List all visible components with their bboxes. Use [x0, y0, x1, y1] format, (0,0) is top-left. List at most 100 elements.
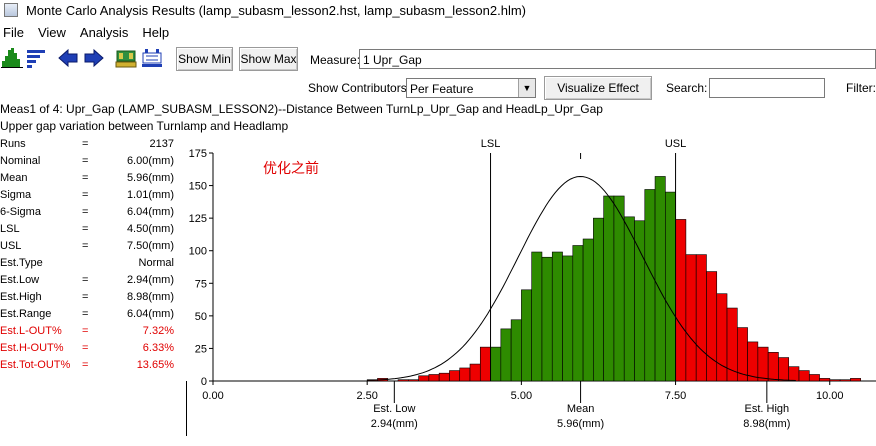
- histogram-bar: [397, 379, 409, 382]
- x-tick-label: 7.50: [665, 390, 686, 402]
- measure-label: Measure:: [310, 53, 361, 67]
- histogram-icon[interactable]: [0, 46, 24, 70]
- stat-row: Sigma = 1.01(mm): [0, 187, 178, 204]
- histogram-bar: [428, 374, 440, 382]
- y-tick-label: 75: [195, 278, 207, 290]
- histogram-bar: [665, 191, 676, 382]
- stat-value: Normal: [138, 257, 174, 269]
- stat-row: Est.Tot-OUT% = 13.65%: [0, 357, 178, 374]
- y-tick-label: 150: [189, 181, 207, 193]
- stat-row: Runs = 2137: [0, 136, 178, 153]
- stat-equals: =: [82, 223, 89, 235]
- stat-equals: =: [82, 291, 89, 303]
- histogram-bar: [449, 370, 461, 382]
- histogram-bar: [438, 372, 450, 382]
- app-icon: [4, 3, 18, 17]
- menu-analysis[interactable]: Analysis: [79, 24, 129, 40]
- histogram-bar: [819, 378, 831, 382]
- histogram-bar: [500, 328, 512, 382]
- y-tick-label: 100: [189, 246, 207, 258]
- measure-input[interactable]: 1 Upr_Gap: [359, 49, 876, 69]
- measure-subtitle: Upper gap variation between Turnlamp and…: [0, 119, 289, 133]
- stat-equals: =: [82, 155, 89, 167]
- search-input[interactable]: [709, 78, 825, 98]
- stat-equals: =: [82, 172, 89, 184]
- next-arrow-icon[interactable]: [82, 46, 106, 70]
- histogram-bar: [808, 374, 820, 382]
- stat-value: 6.33%: [142, 342, 174, 354]
- histogram-bar: [623, 216, 635, 382]
- show-min-button[interactable]: Show Min: [176, 47, 233, 71]
- histogram-bar: [839, 379, 851, 382]
- histogram-bar: [644, 189, 656, 382]
- stat-value: 5.96(mm): [126, 172, 174, 184]
- stat-value: 13.65%: [136, 359, 174, 371]
- show-max-button[interactable]: Show Max: [239, 47, 298, 71]
- assembly-settings-icon[interactable]: [140, 46, 164, 70]
- menu-file[interactable]: File: [3, 24, 24, 40]
- stat-row: Est.Low = 2.94(mm): [0, 272, 178, 289]
- histogram-bar: [654, 176, 666, 382]
- histogram-bar: [685, 254, 697, 382]
- histogram-bar: [747, 341, 759, 382]
- stat-row: Est.Range = 6.04(mm): [0, 306, 178, 323]
- y-tick-label: 125: [189, 213, 207, 225]
- measure-description: Meas1 of 4: Upr_Gap (LAMP_SUBASM_LESSON2…: [0, 102, 603, 116]
- assembly-icon[interactable]: [114, 46, 138, 70]
- previous-arrow-icon[interactable]: [56, 46, 80, 70]
- x-tick-label: 2.50: [356, 390, 377, 402]
- histogram-bar: [778, 357, 790, 382]
- stat-name: Est.H-OUT%: [0, 342, 64, 354]
- y-tick-label: 50: [195, 311, 207, 323]
- stat-value: 6.04(mm): [126, 308, 174, 320]
- histogram-bar: [706, 271, 718, 382]
- histogram-bar: [521, 289, 532, 382]
- chevron-down-icon[interactable]: ▼: [518, 79, 535, 97]
- menu-help[interactable]: Help: [142, 24, 170, 40]
- stat-row: Est.Type Normal: [0, 255, 178, 272]
- histogram-bar: [408, 379, 419, 382]
- stat-row: LSL = 4.50(mm): [0, 221, 178, 238]
- stat-name: Est.Low: [0, 274, 40, 286]
- stat-name: Est.Tot-OUT%: [0, 359, 71, 371]
- histogram-bar: [603, 195, 615, 382]
- histogram-bar: [788, 366, 800, 382]
- stat-name: Nominal: [0, 155, 41, 167]
- filter-label: Filter:: [846, 81, 876, 95]
- histogram-chart: 0 25 50 75 100 125 150 175 LSL USL 0.00 2.50 5.00 7.5…: [186, 138, 876, 436]
- stat-name: LSL: [0, 223, 20, 235]
- normal-curve: [367, 175, 796, 381]
- histogram-bar: [593, 217, 604, 382]
- stat-value: 2137: [149, 138, 174, 150]
- window-title: Monte Carlo Analysis Results (lamp_subas…: [26, 2, 527, 18]
- sort-icon[interactable]: [24, 46, 48, 70]
- x-tick-label: 5.00: [511, 390, 532, 402]
- histogram-bar: [695, 254, 707, 382]
- contributors-select-value: Per Feature: [410, 82, 474, 96]
- marker-name: Est. Low: [373, 403, 415, 415]
- marker-name: Mean: [567, 403, 595, 415]
- marker-value: 2.94(mm): [371, 418, 418, 430]
- stat-equals: =: [82, 189, 89, 201]
- toolbar: Show Min Show Max Measure: 1 Upr_Gap: [0, 44, 876, 74]
- contributors-select[interactable]: Per Feature ▼: [406, 78, 536, 98]
- menu-bar: File View Analysis Help: [0, 22, 876, 42]
- stat-row: Est.L-OUT% = 7.32%: [0, 323, 178, 340]
- stat-name: Est.L-OUT%: [0, 325, 62, 337]
- visualize-effect-button[interactable]: Visualize Effect: [544, 76, 652, 100]
- stat-row: 6-Sigma = 6.04(mm): [0, 204, 178, 221]
- stat-value: 7.32%: [142, 325, 174, 337]
- stat-equals: =: [82, 325, 89, 337]
- histogram-bar: [716, 293, 728, 382]
- stat-value: 1.01(mm): [126, 189, 174, 201]
- histogram-bar: [551, 251, 563, 382]
- histogram-bar: [510, 319, 522, 382]
- show-contributors-label: Show Contributors:: [308, 81, 411, 95]
- histogram-bar: [469, 363, 481, 382]
- y-tick-label: 175: [189, 148, 207, 160]
- histogram-bar: [757, 346, 769, 382]
- stat-equals: =: [82, 308, 89, 320]
- stat-equals: =: [82, 240, 89, 252]
- stat-value: 7.50(mm): [126, 240, 174, 252]
- menu-view[interactable]: View: [37, 24, 66, 40]
